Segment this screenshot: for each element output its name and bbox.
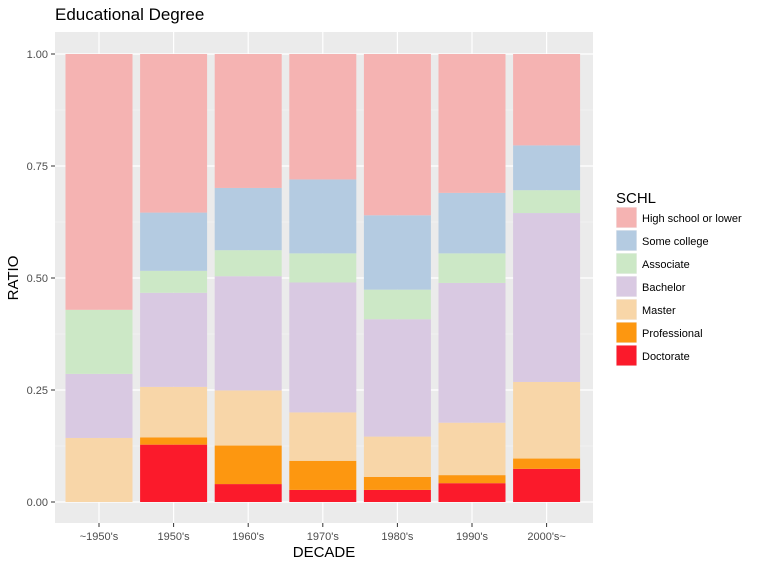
bar-segment-associate — [513, 190, 581, 214]
x-tick-label: 2000's~ — [527, 531, 566, 543]
bar-segment-bachelor — [363, 319, 431, 437]
legend-swatch-bachelor — [616, 276, 637, 297]
bar-segment-professional — [363, 476, 431, 490]
legend-label-professional: Professional — [642, 328, 703, 340]
bar-segment-master — [438, 422, 506, 476]
bar-segment-doctorate — [363, 489, 431, 502]
legend-swatch-associate — [616, 253, 637, 274]
bar-segment-associate — [140, 270, 208, 293]
legend-label-some-college: Some college — [642, 236, 709, 248]
legend-label-high-school-or-lower: High school or lower — [642, 213, 742, 225]
bar-segment-some-college — [289, 179, 357, 254]
y-axis: 0.00 0.25 0.50 0.75 1.00 — [27, 49, 55, 509]
bar-segment-associate — [214, 250, 282, 277]
bar-segment-bachelor — [140, 292, 208, 387]
bar-segment-master — [363, 436, 431, 477]
bar-segment-high-school-or-lower — [513, 54, 581, 146]
bar-segment-high-school-or-lower — [140, 54, 208, 213]
bar-segment-master — [289, 412, 357, 461]
bar-segment-bachelor — [289, 282, 357, 413]
y-tick-label: 1.00 — [27, 49, 48, 61]
bar-segment-bachelor — [513, 213, 581, 382]
bar-segment-high-school-or-lower — [65, 54, 133, 310]
y-tick-label: 0.00 — [27, 497, 48, 509]
legend-swatch-some-college — [616, 230, 637, 251]
bar-segment-high-school-or-lower — [289, 54, 357, 180]
bar-segment-professional — [438, 475, 506, 484]
y-tick-label: 0.75 — [27, 161, 48, 173]
bar-segment-doctorate — [513, 468, 581, 502]
bar-segment-master — [65, 437, 133, 502]
x-axis-title: DECADE — [293, 544, 356, 561]
chart-title: Educational Degree — [55, 5, 204, 24]
bar-segment-doctorate — [438, 483, 506, 502]
bar-segment-doctorate — [289, 489, 357, 502]
y-tick-label: 0.25 — [27, 385, 48, 397]
legend-swatch-professional — [616, 322, 637, 343]
bar-segment-high-school-or-lower — [363, 54, 431, 216]
x-tick-label: 1990's — [456, 531, 489, 543]
bar-segment-associate — [289, 253, 357, 283]
x-tick-label: 1970's — [307, 531, 340, 543]
bar-segment-master — [214, 390, 282, 446]
legend-swatch-master — [616, 299, 637, 320]
legend-swatch-high-school-or-lower — [616, 207, 637, 228]
legend-swatch-doctorate — [616, 345, 637, 366]
bar-segment-associate — [363, 289, 431, 320]
bar-segment-some-college — [363, 215, 431, 290]
bar-segment-high-school-or-lower — [214, 54, 282, 188]
x-tick-label: 1960's — [232, 531, 265, 543]
legend-label-doctorate: Doctorate — [642, 351, 690, 363]
bar-segment-master — [140, 386, 208, 438]
y-axis-title: RATIO — [5, 256, 22, 301]
bar-segment-professional — [513, 458, 581, 469]
bar-segment-professional — [140, 437, 208, 445]
bars — [65, 54, 581, 502]
bar-segment-associate — [438, 253, 506, 283]
bar-segment-some-college — [214, 187, 282, 251]
x-axis: ~1950's 1950's 1960's 1970's 1980's 1990's 200… — [80, 523, 566, 543]
legend-label-bachelor: Bachelor — [642, 282, 686, 294]
bar-segment-some-college — [438, 192, 506, 254]
bar-segment-some-college — [513, 145, 581, 191]
bar-segment-doctorate — [214, 484, 282, 502]
legend-title: SCHL — [616, 190, 656, 207]
y-tick-label: 0.50 — [27, 273, 48, 285]
legend-label-associate: Associate — [642, 259, 690, 271]
bar-segment-some-college — [140, 212, 208, 271]
x-tick-label: 1980's — [381, 531, 414, 543]
legend-label-master: Master — [642, 305, 676, 317]
bar-segment-bachelor — [214, 276, 282, 391]
legend: SCHL High school or lower Some college Ass… — [616, 190, 742, 366]
bar-segment-master — [513, 381, 581, 459]
bar-segment-professional — [214, 445, 282, 485]
bar-segment-associate — [65, 309, 133, 374]
bar-segment-bachelor — [65, 373, 133, 438]
bar-segment-doctorate — [140, 444, 208, 502]
bar-segment-professional — [289, 460, 357, 490]
bar-segment-bachelor — [438, 282, 506, 423]
x-tick-label: ~1950's — [80, 531, 119, 543]
bar-segment-high-school-or-lower — [438, 54, 506, 193]
x-tick-label: 1950's — [158, 531, 191, 543]
